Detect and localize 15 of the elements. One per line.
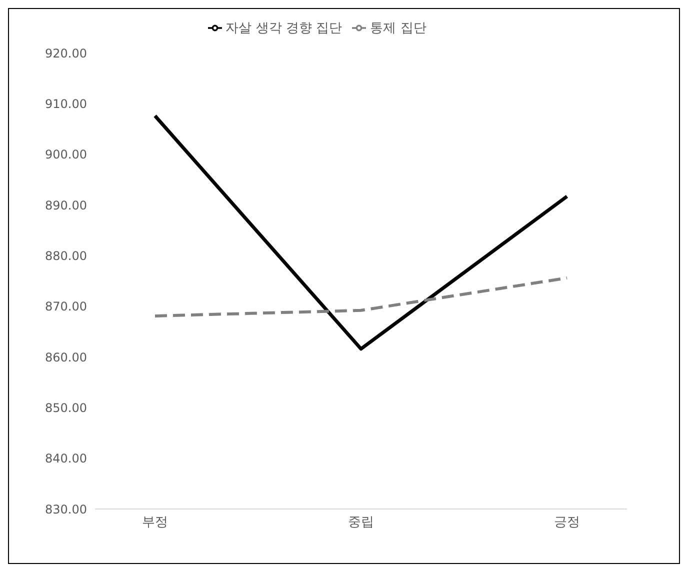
y-tick-label: 920.00 <box>45 46 87 60</box>
y-tick-label: 880.00 <box>45 248 87 263</box>
y-tick-label: 890.00 <box>45 198 87 212</box>
y-tick-label: 910.00 <box>45 96 87 111</box>
y-tick-label: 860.00 <box>45 350 87 364</box>
x-tick-label: 부정 <box>142 515 168 530</box>
legend-label: 통제 집단 <box>370 21 426 36</box>
legend-label: 자살 생각 경향 집단 <box>226 21 342 36</box>
y-tick-label: 900.00 <box>45 148 87 162</box>
y-tick-label: 830.00 <box>45 502 87 516</box>
y-tick-label: 870.00 <box>45 300 87 314</box>
x-tick-label: 긍정 <box>554 515 580 530</box>
y-tick-label: 840.00 <box>45 452 87 466</box>
y-tick-label: 850.00 <box>45 400 87 415</box>
x-tick-label: 중립 <box>348 515 374 530</box>
